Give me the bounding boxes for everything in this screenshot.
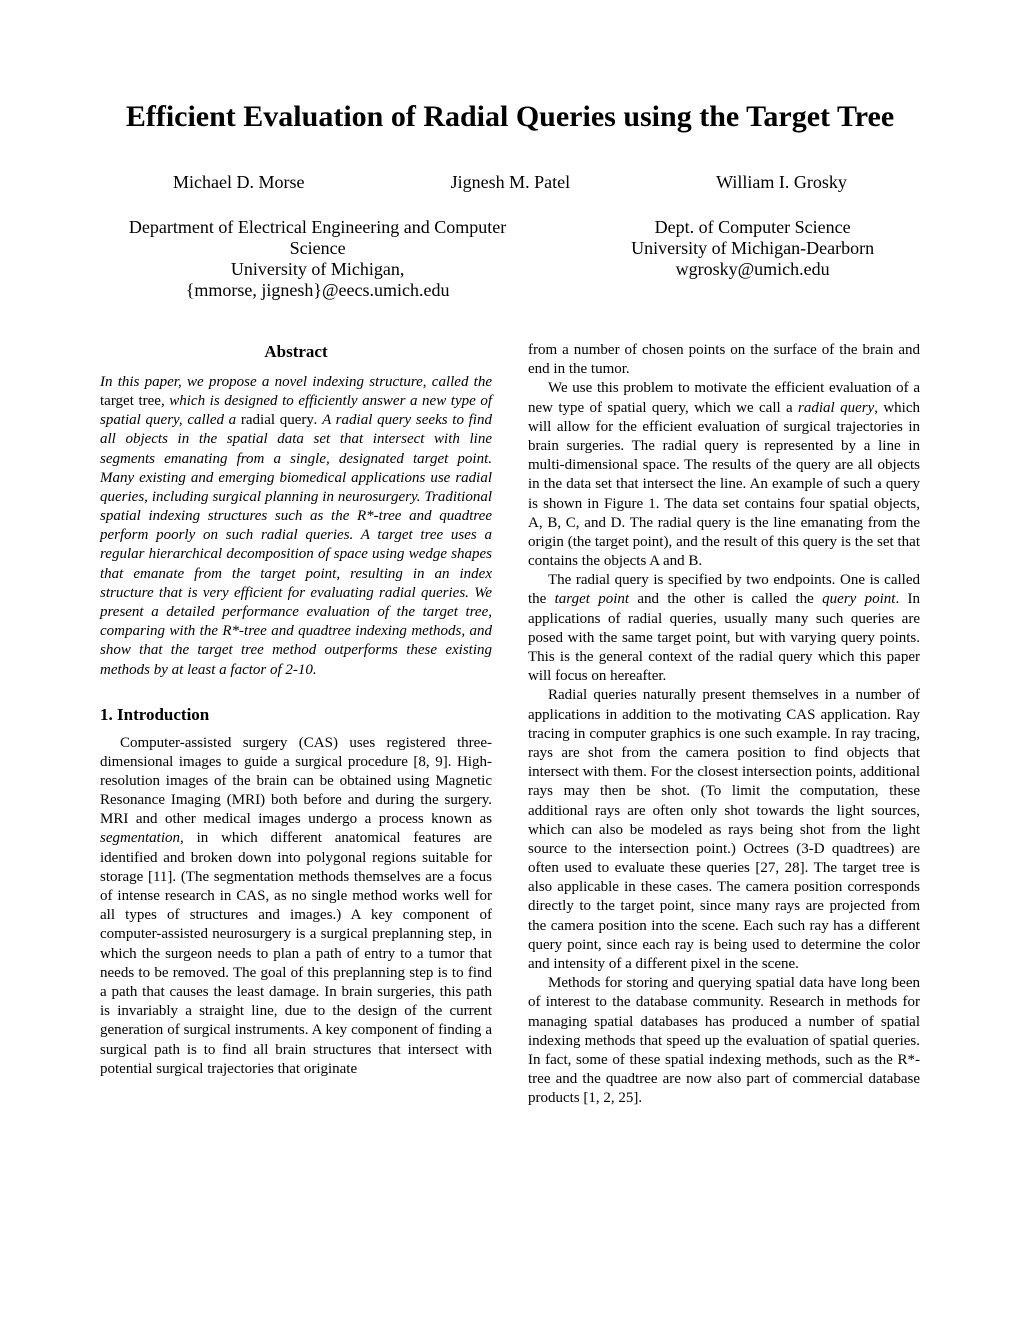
aff-right-email: wgrosky@umich.edu [585, 259, 920, 280]
rc-em-radial-query: radial query [798, 400, 874, 416]
affiliation-row: Department of Electrical Engineering and… [100, 217, 920, 301]
abstract-term-2: radial query [241, 412, 314, 428]
abstract-term-1: target tree [100, 393, 161, 409]
author-3: William I. Grosky [716, 172, 847, 193]
aff-left-dept: Department of Electrical Engineering and… [100, 217, 535, 259]
author-row: Michael D. Morse Jignesh M. Patel Willia… [100, 172, 920, 193]
left-column: Abstract In this paper, we propose a nov… [100, 341, 492, 1109]
aff-right-dept: Dept. of Computer Science [585, 217, 920, 238]
author-1: Michael D. Morse [173, 172, 304, 193]
author-2: Jignesh M. Patel [451, 172, 571, 193]
rc-p2b: and the other is called the [629, 591, 822, 607]
rc-continuation: from a number of chosen points on the su… [528, 341, 920, 379]
aff-right-univ: University of Michigan-Dearborn [585, 238, 920, 259]
intro-em-segmentation: segmentation [100, 830, 180, 846]
intro-p1b: , in which different anatomical features… [100, 830, 492, 1076]
body-columns: Abstract In this paper, we propose a nov… [100, 341, 920, 1109]
abstract-text-1: In this paper, we propose a novel indexi… [100, 374, 492, 390]
rc-p1b: , which will allow for the efficient eva… [528, 400, 920, 570]
intro-paragraph-1: Computer-assisted surgery (CAS) uses reg… [100, 734, 492, 1079]
aff-left-email: {mmorse, jignesh}@eecs.umich.edu [100, 280, 535, 301]
rc-paragraph-2: The radial query is specified by two end… [528, 571, 920, 686]
paper-page: Efficient Evaluation of Radial Queries u… [0, 0, 1020, 1320]
rc-paragraph-1: We use this problem to motivate the effi… [528, 379, 920, 571]
rc-paragraph-3: Radial queries naturally present themsel… [528, 686, 920, 974]
intro-p1a: Computer-assisted surgery (CAS) uses reg… [100, 735, 492, 828]
abstract-text-3: . A radial query seeks to find all objec… [100, 412, 492, 677]
abstract-heading: Abstract [100, 341, 492, 363]
rc-em-target-point: target point [555, 591, 629, 607]
right-column: from a number of chosen points on the su… [528, 341, 920, 1109]
aff-left-univ: University of Michigan, [100, 259, 535, 280]
paper-title: Efficient Evaluation of Radial Queries u… [100, 100, 920, 134]
rc-em-query-point: query point [822, 591, 895, 607]
intro-heading: 1. Introduction [100, 704, 492, 726]
affiliation-left: Department of Electrical Engineering and… [100, 217, 535, 301]
abstract-body: In this paper, we propose a novel indexi… [100, 373, 492, 680]
rc-paragraph-4: Methods for storing and querying spatial… [528, 974, 920, 1108]
affiliation-right: Dept. of Computer Science University of … [585, 217, 920, 301]
